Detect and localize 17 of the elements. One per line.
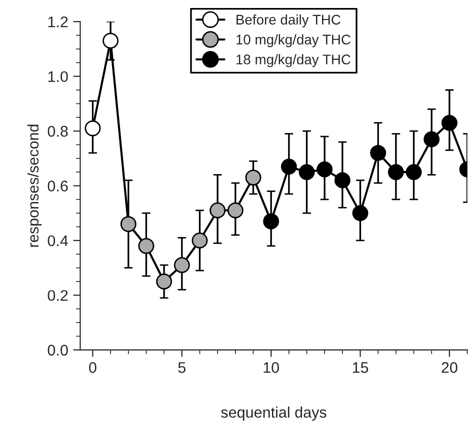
y-tick-label: 0.8	[48, 126, 68, 137]
x-tick-label: 10	[264, 362, 279, 373]
x-tick-label: 15	[352, 362, 368, 373]
y-tick-label: 1.2	[48, 16, 68, 28]
legend-label: 18 mg/kg/day THC	[236, 54, 350, 68]
y-tick-label: 0.6	[48, 180, 68, 192]
y-tick-label: 1.0	[48, 71, 68, 82]
x-tick-label: 0	[89, 362, 96, 373]
legend-label: 10 mg/kg/day THC	[236, 34, 350, 48]
y-axis-title: responses/second	[27, 124, 42, 247]
x-axis-title: sequential days	[221, 406, 326, 421]
legend-label: Before daily THC	[236, 14, 340, 28]
y-tick-label: 0.2	[48, 290, 68, 301]
x-tick-label: 20	[442, 362, 458, 373]
x-tick-label: 5	[178, 362, 186, 373]
y-tick-label: 0.0	[48, 344, 68, 356]
y-tick-label: 0.4	[48, 235, 68, 246]
